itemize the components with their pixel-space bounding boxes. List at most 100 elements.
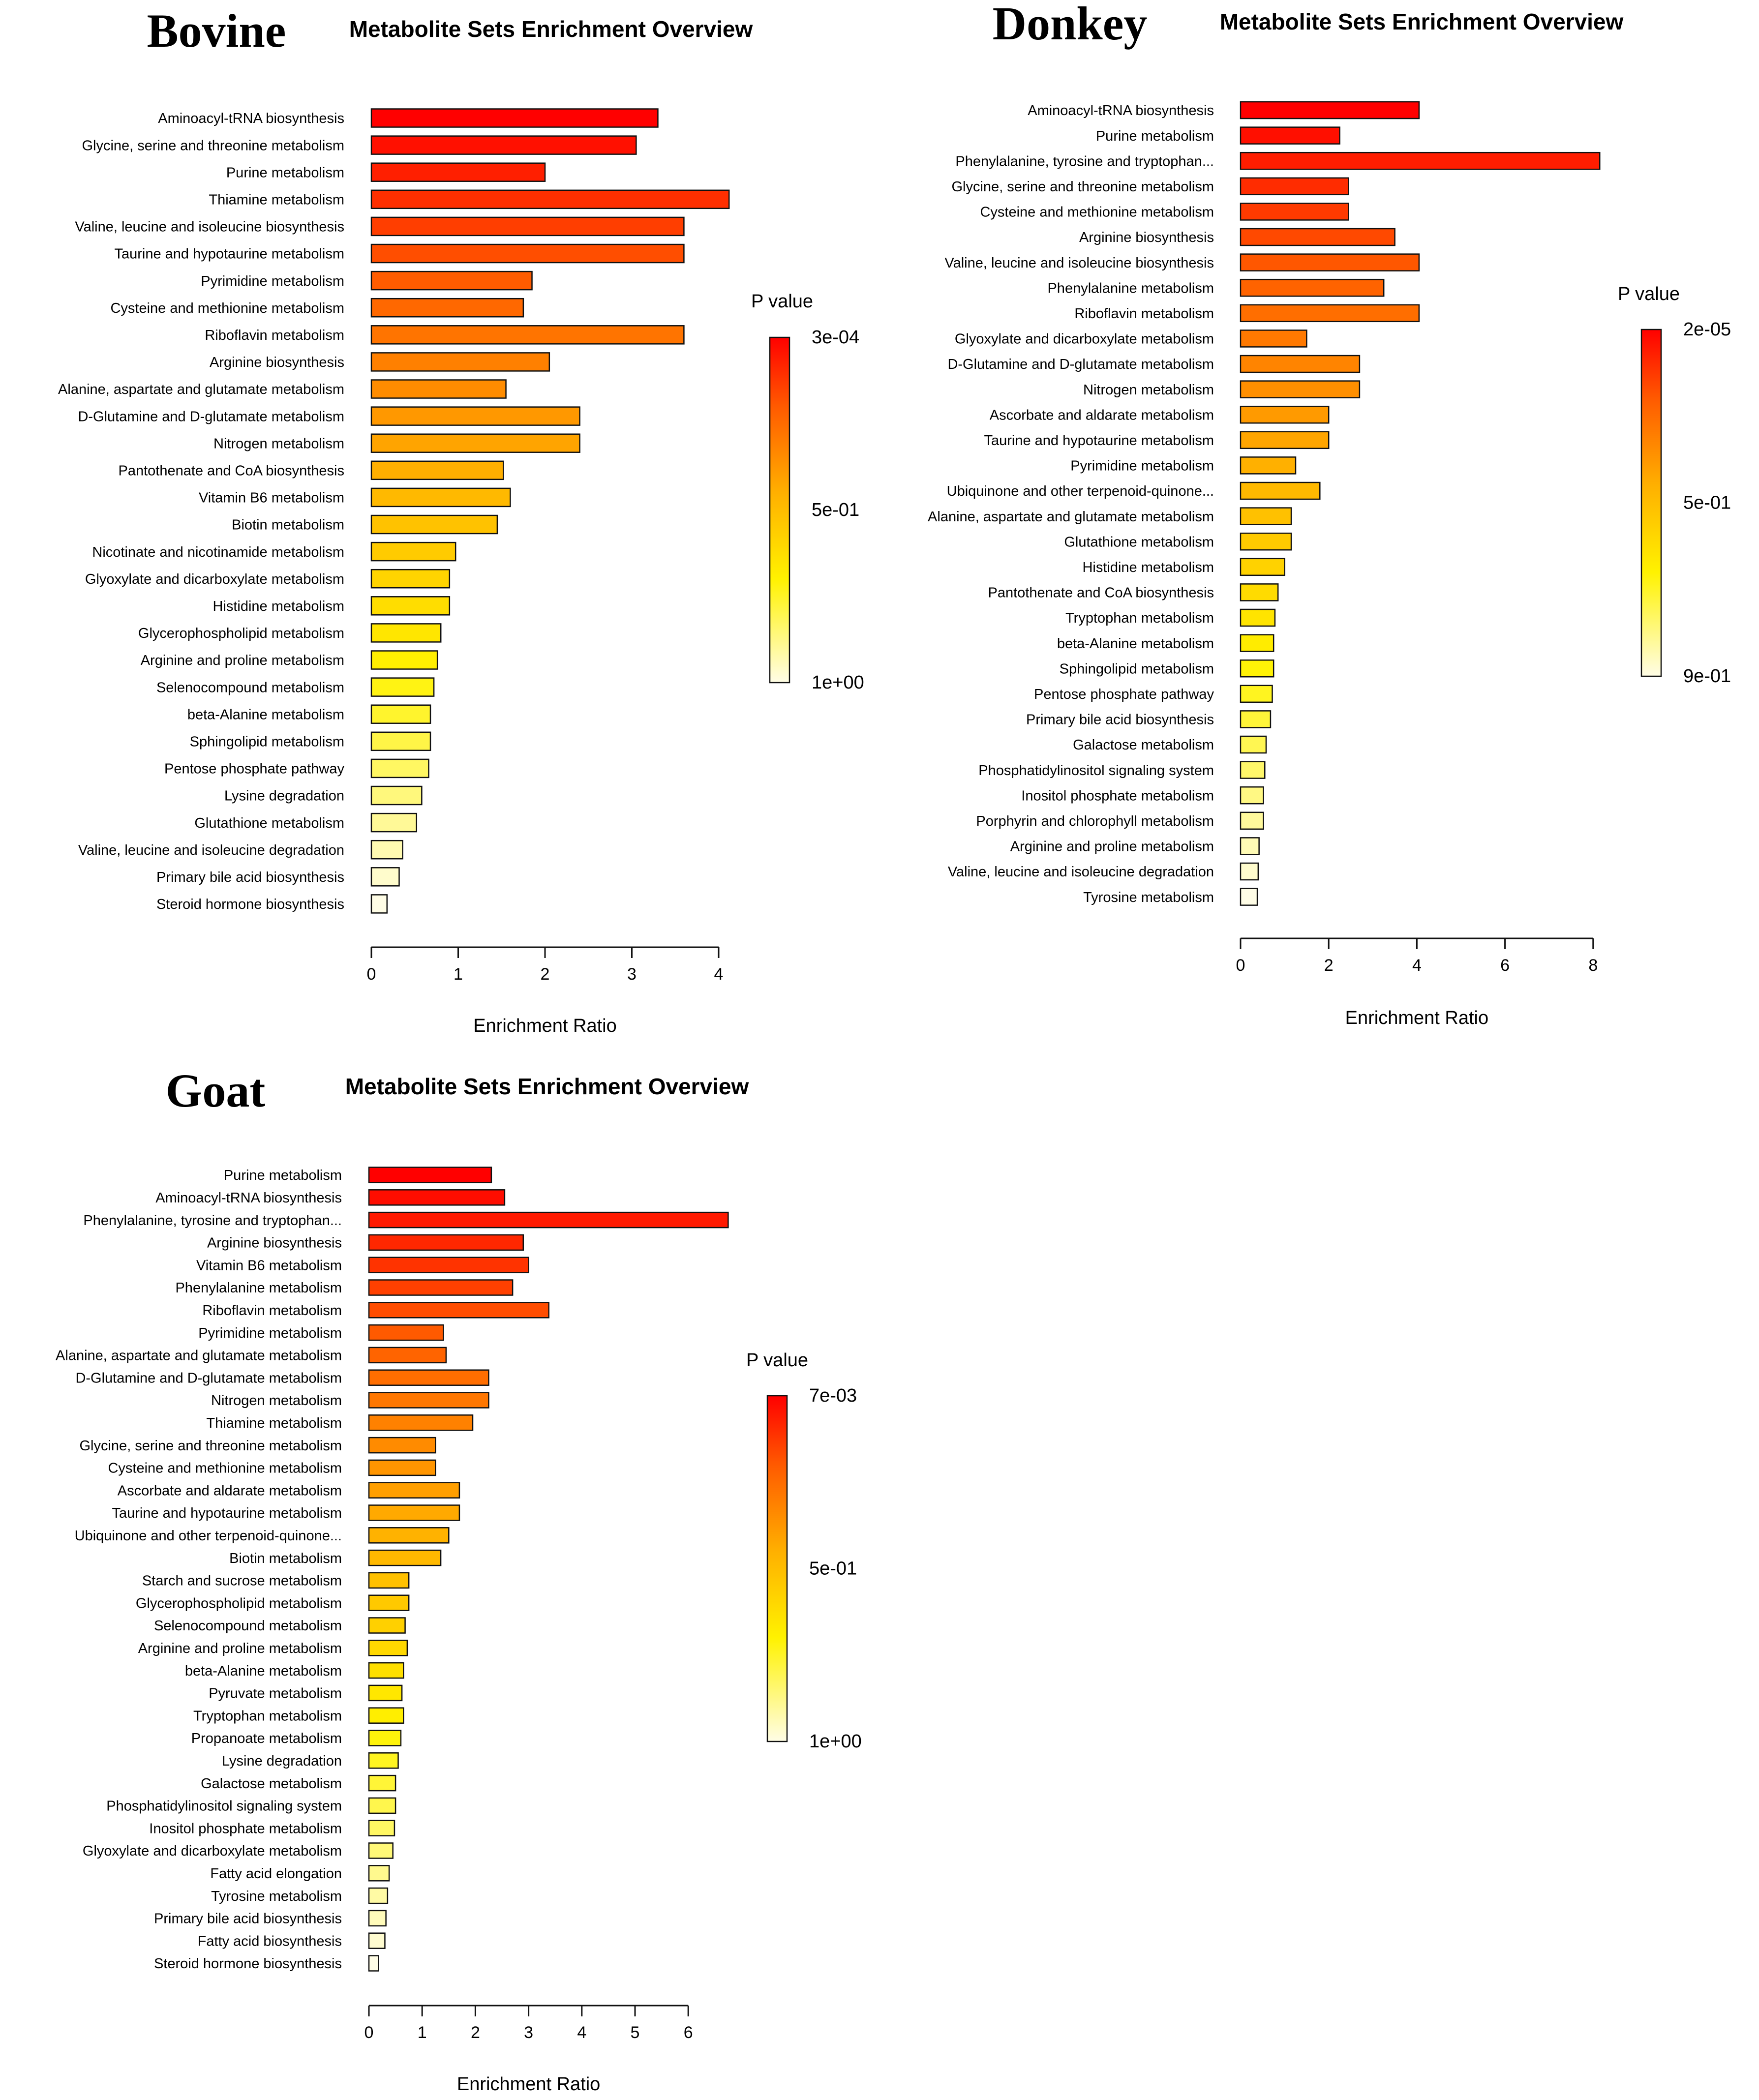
x-tick-label: 0 <box>364 2023 374 2042</box>
bar <box>370 623 442 643</box>
bar <box>1240 330 1307 348</box>
panel-label: Goat <box>166 1064 266 1117</box>
bar <box>368 1302 549 1319</box>
category-label: Cysteine and methionine metabolism <box>110 300 344 316</box>
category-label: Inositol phosphate metabolism <box>149 1821 342 1836</box>
category-label: Pentose phosphate pathway <box>1034 687 1214 702</box>
category-label: Nitrogen metabolism <box>211 1393 342 1409</box>
bar <box>368 1211 729 1229</box>
bar <box>1240 811 1264 830</box>
bar <box>370 270 533 291</box>
category-label: Fatty acid biosynthesis <box>198 1933 342 1949</box>
category-label: Steroid hormone biosynthesis <box>156 897 344 912</box>
chart-panel-bovine: Bovine Metabolite Sets Enrichment Overvie… <box>58 4 864 1036</box>
category-label: Phosphatidylinositol signaling system <box>106 1799 342 1814</box>
category-label: Primary bile acid biosynthesis <box>156 870 344 885</box>
legend-bottom-label: 1e+00 <box>809 1731 862 1752</box>
bar <box>1240 786 1264 805</box>
bar <box>1240 177 1349 196</box>
category-label: Biotin metabolism <box>232 517 344 533</box>
category-label: Glyoxylate and dicarboxylate metabolism <box>955 331 1214 347</box>
category-label: Nitrogen metabolism <box>213 436 344 451</box>
bar <box>1240 558 1285 576</box>
bar <box>368 1707 404 1724</box>
category-label: Arginine biosynthesis <box>1079 230 1214 245</box>
bar <box>368 1797 396 1814</box>
category-label: Vitamin B6 metabolism <box>196 1258 342 1273</box>
bar <box>368 1167 492 1183</box>
x-tick-label: 0 <box>1236 956 1245 975</box>
category-label: Glycine, serine and threonine metabolism <box>82 138 344 153</box>
category-label: Aminoacyl-tRNA biosynthesis <box>1028 103 1214 119</box>
legend-colorbar <box>769 336 790 684</box>
chart-panel-goat: Goat Metabolite Sets Enrichment Overview P… <box>56 1064 862 2095</box>
bar <box>370 541 456 562</box>
category-label: Galactose metabolism <box>1073 737 1214 753</box>
bar <box>1240 634 1274 652</box>
bar <box>370 433 580 453</box>
category-label: Tyrosine metabolism <box>1083 890 1214 905</box>
category-label: Selenocompound metabolism <box>156 680 344 695</box>
bar <box>370 487 511 508</box>
category-label: Starch and sucrose metabolism <box>142 1573 342 1589</box>
category-label: Valine, leucine and isoleucine biosynthe… <box>944 255 1214 271</box>
bar <box>1240 304 1420 323</box>
bar <box>368 1684 403 1702</box>
x-tick-label: 2 <box>541 965 550 984</box>
bar <box>370 352 550 372</box>
bar <box>1240 253 1420 271</box>
category-label: Primary bile acid biosynthesis <box>1026 712 1214 728</box>
category-label: beta-Alanine metabolism <box>187 707 344 722</box>
bar <box>370 325 685 345</box>
category-label: Histidine metabolism <box>212 599 344 614</box>
bar <box>370 758 429 779</box>
bar <box>1240 203 1349 221</box>
category-label: Glyoxylate and dicarboxylate metabolism <box>85 571 344 587</box>
bar <box>1240 380 1361 398</box>
category-label: Phosphatidylinositol signaling system <box>978 763 1214 779</box>
category-label: Phenylalanine metabolism <box>175 1280 342 1296</box>
category-label: Histidine metabolism <box>1082 560 1214 575</box>
category-label: Nicotinate and nicotinamide metabolism <box>92 544 344 560</box>
category-label: Riboflavin metabolism <box>202 1303 342 1319</box>
bar <box>370 135 637 155</box>
legend-mid-label: 5e-01 <box>812 500 859 520</box>
bar <box>368 1279 514 1296</box>
category-label: Vitamin B6 metabolism <box>199 490 344 506</box>
bar <box>370 677 435 697</box>
category-label: Propanoate metabolism <box>191 1731 342 1746</box>
panel-label: Bovine <box>147 4 286 57</box>
bar <box>370 406 580 426</box>
category-label: Lysine degradation <box>222 1753 342 1769</box>
bar <box>368 1392 489 1409</box>
category-label: D-Glutamine and D-glutamate metabolism <box>78 409 344 424</box>
category-label: beta-Alanine metabolism <box>1057 636 1214 652</box>
legend-top-label: 2e-05 <box>1683 319 1731 340</box>
legend-title: P value <box>751 291 813 312</box>
category-label: Aminoacyl-tRNA biosynthesis <box>155 1190 342 1206</box>
bar <box>368 1414 474 1431</box>
bar <box>368 1527 450 1544</box>
category-label: beta-Alanine metabolism <box>185 1663 342 1679</box>
category-label: Glutathione metabolism <box>194 815 344 831</box>
category-label: Tryptophan metabolism <box>1065 610 1214 626</box>
bar <box>370 514 498 535</box>
bar <box>370 216 685 237</box>
bar <box>370 731 431 751</box>
x-tick-label: 6 <box>1500 956 1510 975</box>
x-tick-label: 3 <box>524 2023 533 2042</box>
category-label: Purine metabolism <box>226 165 344 180</box>
bar <box>1240 761 1266 779</box>
bar <box>368 1887 389 1904</box>
bar <box>370 894 388 914</box>
bar <box>370 650 438 670</box>
bar <box>370 189 730 210</box>
category-label: Sphingolipid metabolism <box>190 734 344 750</box>
bar <box>368 1955 379 1972</box>
bar <box>368 1617 406 1634</box>
x-tick-label: 4 <box>714 965 724 984</box>
x-axis-label: Enrichment Ratio <box>1345 1008 1488 1028</box>
category-label: Galactose metabolism <box>201 1776 342 1792</box>
x-tick-label: 8 <box>1588 956 1598 975</box>
chart-panel-donkey: Donkey Metabolite Sets Enrichment Overvie… <box>928 0 1731 1028</box>
